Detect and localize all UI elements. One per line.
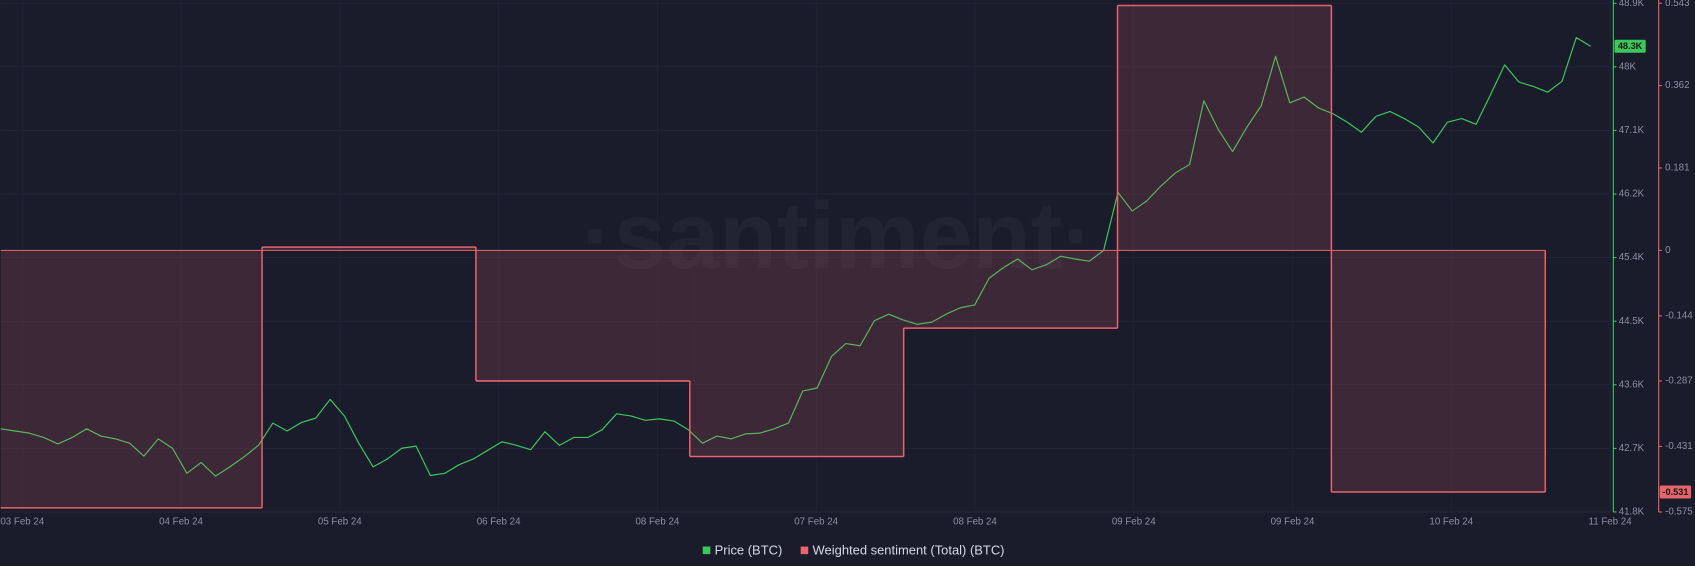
x-tick-label: 06 Feb 24 xyxy=(477,516,521,527)
x-tick-label: 07 Feb 24 xyxy=(794,516,838,527)
y-tick-label: 45.4K xyxy=(1619,252,1645,263)
x-tick-label: 09 Feb 24 xyxy=(1271,516,1315,527)
legend-swatch xyxy=(702,546,711,555)
price-line xyxy=(0,36,1591,477)
legend-label: Price (BTC) xyxy=(715,542,783,557)
y2-tick-label: -0.431 xyxy=(1665,441,1693,452)
current-value-label: 48.3K xyxy=(1618,41,1643,51)
legend-label: Weighted sentiment (Total) (BTC) xyxy=(813,542,1005,557)
x-tick-label: 11 Feb 24 xyxy=(1589,516,1633,527)
y2-tick-label: -0.287 xyxy=(1665,375,1693,386)
y-tick-label: 42.7K xyxy=(1619,443,1645,454)
sentiment-area xyxy=(0,250,263,508)
y2-tick-label: -0.575 xyxy=(1665,507,1693,518)
sentiment-area xyxy=(1117,5,1332,251)
y2-tick-label: 0.181 xyxy=(1665,163,1689,174)
y2-tick-label: 0.543 xyxy=(1665,0,1689,9)
y2-tick-label: 0.362 xyxy=(1665,80,1689,91)
x-tick-label: 08 Feb 24 xyxy=(636,516,680,527)
y-tick-label: 44.5K xyxy=(1619,316,1645,327)
x-tick-label: 05 Feb 24 xyxy=(318,516,362,527)
x-tick-label: 08 Feb 24 xyxy=(953,516,997,527)
current-value-badge xyxy=(1614,39,1646,53)
sentiment-area xyxy=(903,250,1118,329)
y-tick-label: 47.1K xyxy=(1619,125,1645,136)
x-tick-label: 10 Feb 24 xyxy=(1429,516,1473,527)
y-tick-label: 41.8K xyxy=(1619,507,1645,518)
legend-swatch xyxy=(800,546,809,555)
x-tick-label: 09 Feb 24 xyxy=(1112,516,1156,527)
sentiment-area xyxy=(262,247,476,251)
current-value-badge xyxy=(1659,485,1692,499)
legend: Price (BTC) Weighted sentiment (Total) (B… xyxy=(702,542,1005,557)
y-tick-label: 43.6K xyxy=(1619,379,1645,390)
x-tick-label: 03 Feb 24 xyxy=(0,516,44,527)
sentiment-area xyxy=(689,250,904,457)
x-tick-label: 04 Feb 24 xyxy=(159,516,203,527)
y-tick-label: 48K xyxy=(1619,61,1637,72)
sentiment-area xyxy=(475,250,690,381)
y2-tick-label: -0.144 xyxy=(1665,310,1693,321)
sentiment-area xyxy=(1331,250,1546,492)
current-value-label: -0.531 xyxy=(1662,487,1688,497)
y2-tick-label: 0 xyxy=(1665,245,1671,256)
y-tick-label: 48.9K xyxy=(1619,0,1645,9)
y-tick-label: 46.2K xyxy=(1619,189,1645,200)
